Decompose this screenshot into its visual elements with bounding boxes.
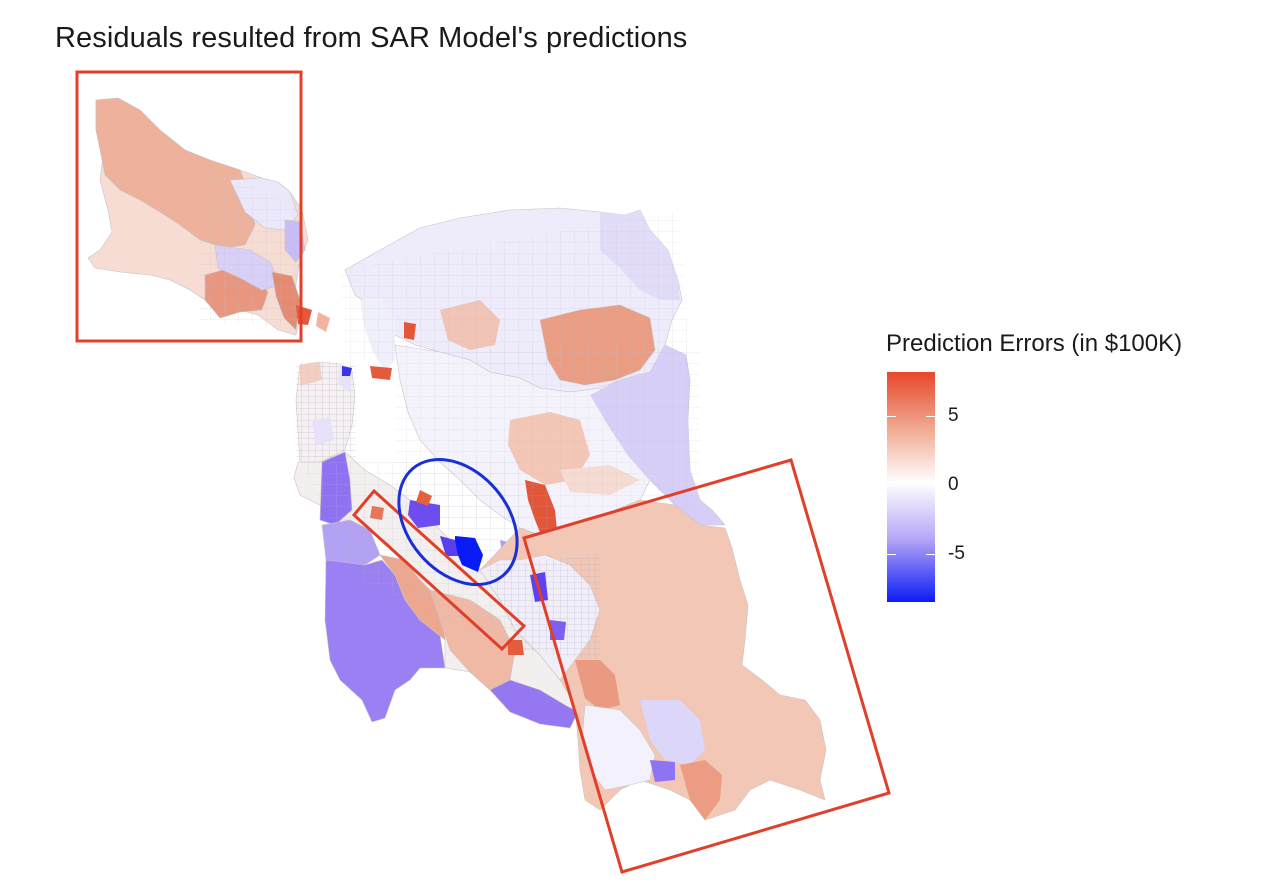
legend-tick-mark	[887, 416, 896, 418]
legend-tick-label: 5	[948, 405, 959, 427]
legend: Prediction Errors (in $100K) 5 0 -5	[886, 330, 1183, 602]
annotation-box-marin	[75, 70, 303, 343]
annotation-box-south-bay	[522, 458, 891, 874]
annotation-box-peninsula	[351, 488, 527, 652]
marin-region	[87, 97, 330, 336]
san-francisco-region	[295, 361, 356, 463]
legend-tick-label: -5	[948, 542, 965, 564]
salt-ponds	[455, 536, 483, 572]
annotation-boxes	[75, 70, 891, 874]
map-title: Residuals resulted from SAR Model's pred…	[55, 22, 688, 54]
legend-tick-mark	[887, 484, 896, 486]
legend-tick-mark	[926, 484, 935, 486]
annotation-ellipse-bay-shore	[397, 457, 519, 587]
legend-title: Prediction Errors (in $100K)	[886, 330, 1183, 357]
legend-tick-mark	[887, 553, 896, 555]
legend-colorbar	[887, 372, 935, 602]
legend-tick-mark	[926, 416, 935, 418]
salt-ponds	[440, 536, 458, 556]
legend-tick-label: 0	[948, 473, 959, 495]
legend-tick-mark	[926, 553, 935, 555]
